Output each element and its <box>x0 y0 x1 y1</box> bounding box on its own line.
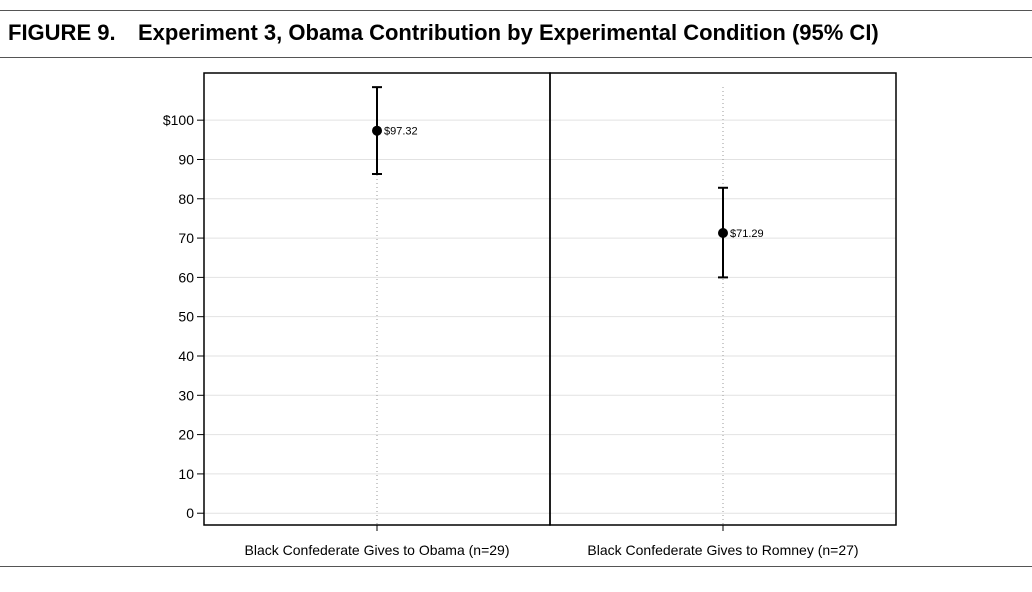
y-tick-label-5: 50 <box>178 309 194 325</box>
y-tick-label-7: 30 <box>178 387 194 403</box>
y-tick-label-8: 20 <box>178 427 194 443</box>
title-rule <box>0 57 1032 58</box>
y-tick-label-3: 70 <box>178 230 194 246</box>
point-1 <box>718 228 728 239</box>
x-tick-label-0: Black Confederate Gives to Obama (n=29) <box>245 542 510 558</box>
y-tick-label-4: 60 <box>178 269 194 285</box>
figure-title-block: FIGURE 9. Experiment 3, Obama Contributio… <box>8 20 879 46</box>
y-tick-label-1: 90 <box>178 151 194 167</box>
top-rule <box>0 10 1032 11</box>
x-tick-label-1: Black Confederate Gives to Romney (n=27) <box>587 542 858 558</box>
panel-frame-1 <box>549 72 897 526</box>
y-tick-label-0: $100 <box>163 112 194 128</box>
y-tick-label-2: 80 <box>178 191 194 207</box>
point-0 <box>372 125 382 136</box>
y-tick-label-6: 40 <box>178 348 194 364</box>
figure-title: Experiment 3, Obama Contribution by Expe… <box>138 20 879 45</box>
y-tick-label-9: 10 <box>178 466 194 482</box>
figure-number: FIGURE 9. <box>8 20 116 45</box>
data-label-1: $71.29 <box>730 228 764 240</box>
bottom-rule <box>0 566 1032 567</box>
data-label-0: $97.32 <box>384 126 418 138</box>
y-tick-label-10: 0 <box>186 505 194 521</box>
